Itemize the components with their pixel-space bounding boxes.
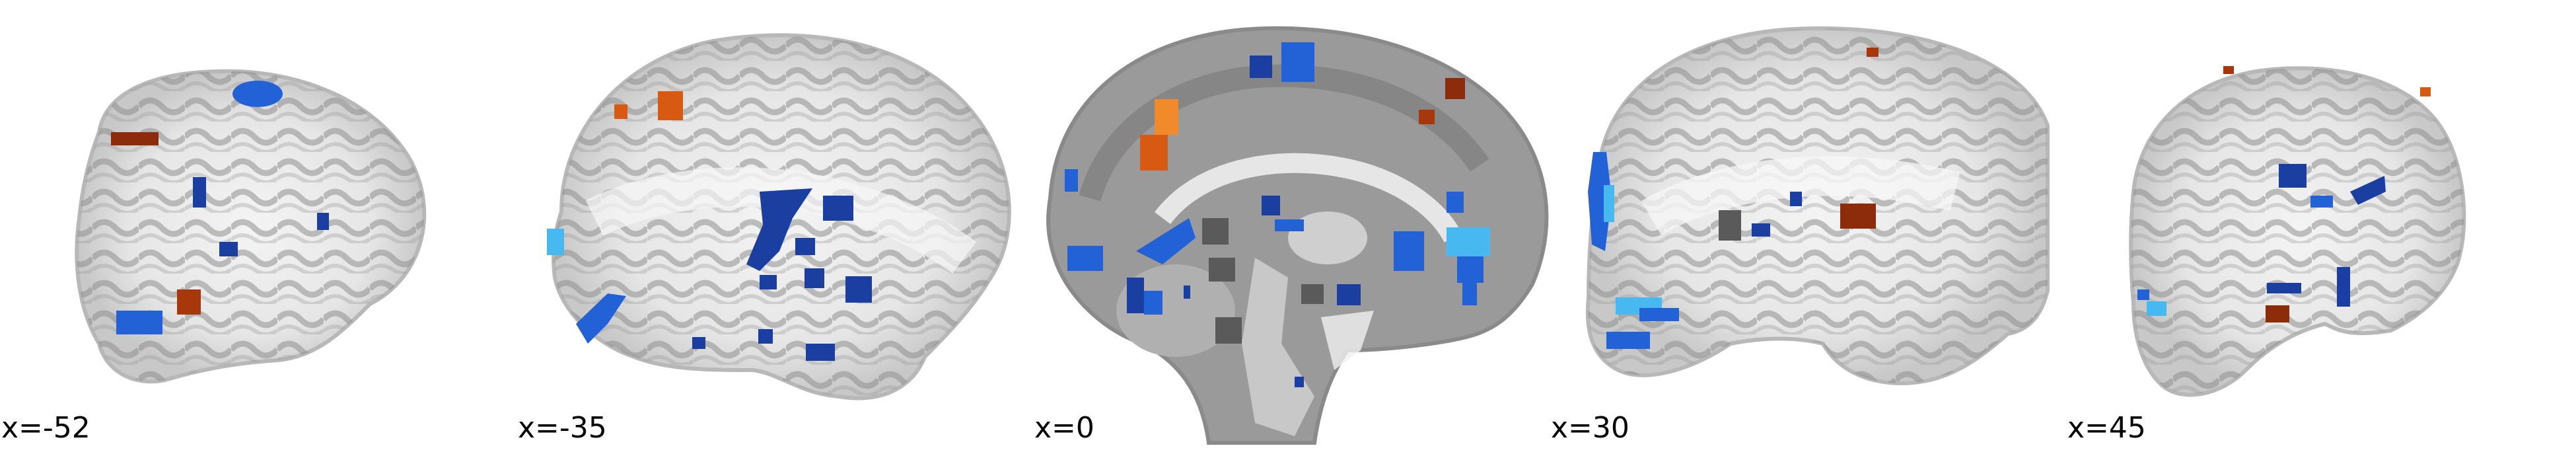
negative-cluster <box>576 293 626 344</box>
negative-cluster <box>692 337 705 349</box>
slice-label: x=-35 <box>518 411 607 445</box>
activation-clusters <box>547 91 872 361</box>
positive-cluster <box>2266 305 2289 323</box>
negative-cluster <box>795 238 815 255</box>
positive-cluster <box>2420 87 2431 96</box>
positive-cluster <box>1840 204 1876 229</box>
negative-cluster <box>1639 308 1679 321</box>
activation-clusters <box>1065 42 1490 387</box>
negative-cluster <box>547 229 564 255</box>
positive-cluster <box>1419 110 1435 124</box>
slice-x-0: x=0 <box>1034 26 1549 445</box>
negative-cluster <box>116 311 162 334</box>
activation-clusters <box>1588 48 1878 349</box>
negative-cluster <box>1606 332 1650 349</box>
brain-slice-image <box>2129 66 2466 397</box>
negative-cluster <box>1447 192 1464 213</box>
negative-cluster <box>806 344 835 361</box>
positive-cluster <box>1140 135 1168 171</box>
negative-cluster <box>2337 267 2350 307</box>
negative-cluster <box>758 329 773 344</box>
slice-x-minus-52: x=-52 <box>1 69 427 445</box>
negative-cluster <box>845 276 872 303</box>
slice-label: x=0 <box>1034 411 1094 445</box>
negative-cluster <box>1281 42 1314 82</box>
positive-cluster <box>614 104 627 119</box>
negative-cluster <box>2279 164 2307 188</box>
negative-cluster <box>219 242 238 256</box>
positive-cluster <box>658 91 683 120</box>
negative-cluster <box>1275 219 1304 231</box>
positive-cluster <box>111 132 159 145</box>
negative-cluster <box>1752 223 1770 237</box>
negative-cluster <box>1136 218 1196 264</box>
negative-cluster <box>1790 192 1802 206</box>
positive-cluster <box>1155 99 1178 135</box>
slice-label: x=45 <box>2067 411 2146 445</box>
negative-cluster <box>317 213 329 230</box>
negative-cluster <box>805 268 824 288</box>
positive-cluster <box>2223 66 2234 74</box>
negative-cluster <box>1457 256 1484 283</box>
negative-cluster <box>823 196 853 221</box>
positive-cluster <box>1445 78 1465 99</box>
negative-cluster <box>2137 289 2149 300</box>
negative-cluster <box>1588 152 1612 251</box>
negative-cluster <box>1250 56 1272 78</box>
negative-cluster <box>746 188 812 271</box>
slice-label: x=30 <box>1551 411 1629 445</box>
negative-cluster <box>1295 377 1304 387</box>
negative-cluster <box>1394 231 1424 271</box>
negative-cluster <box>193 177 206 208</box>
brain-slice-image <box>75 69 427 384</box>
negative-cluster <box>1127 278 1144 313</box>
slice-x-45: x=45 <box>2067 66 2466 445</box>
positive-cluster <box>177 289 201 315</box>
slice-x-minus-35: x=-35 <box>518 33 1011 445</box>
activation-clusters <box>2137 66 2431 323</box>
positive-cluster <box>1867 48 1878 57</box>
negative-cluster <box>760 275 777 289</box>
negative-cluster <box>1067 246 1103 271</box>
negative-cluster <box>2310 196 2333 208</box>
negative-cluster <box>1462 283 1477 305</box>
negative-cluster <box>1184 285 1190 299</box>
negative-cluster <box>1337 284 1361 305</box>
negative-cluster <box>1065 169 1078 192</box>
negative-cluster <box>1604 185 1614 222</box>
activation-clusters <box>111 81 329 334</box>
slice-label: x=-52 <box>1 411 90 445</box>
negative-cluster <box>1447 227 1490 256</box>
brain-slice-image <box>1585 26 2050 386</box>
negative-cluster <box>1144 291 1163 315</box>
negative-cluster <box>2147 301 2166 316</box>
negative-cluster <box>2350 176 2386 205</box>
negative-cluster <box>2267 283 2301 293</box>
negative-cluster <box>233 81 283 107</box>
slice-x-30: x=30 <box>1551 26 2050 445</box>
negative-cluster <box>1262 196 1280 215</box>
